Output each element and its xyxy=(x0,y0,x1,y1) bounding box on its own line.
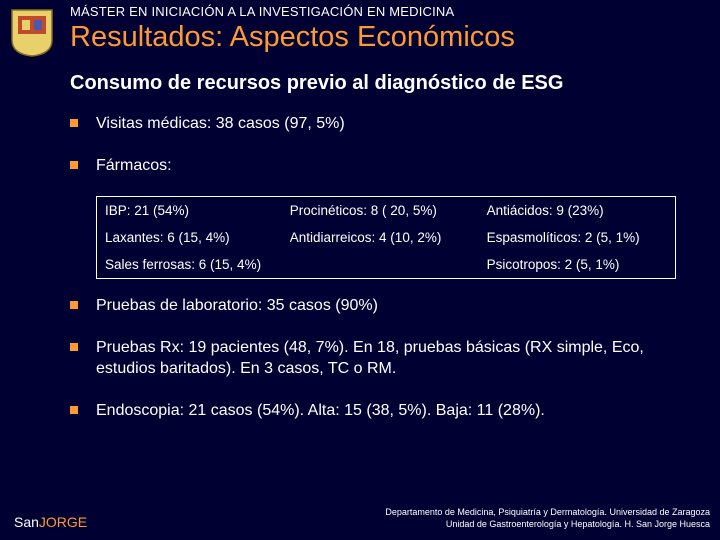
table-row: IBP: 21 (54%) Procinéticos: 8 ( 20, 5%) … xyxy=(97,197,676,225)
slide-title: Resultados: Aspectos Económicos xyxy=(70,21,720,54)
slide-header: MÁSTER EN INICIACIÓN A LA INVESTIGACIÓN … xyxy=(0,0,720,54)
bullet-item: Visitas médicas: 38 casos (97, 5%) xyxy=(70,113,660,135)
slide-content: Consumo de recursos previo al diagnóstic… xyxy=(0,64,720,422)
table-cell: Procinéticos: 8 ( 20, 5%) xyxy=(282,197,479,225)
table-cell: Psicotropos: 2 (5, 1%) xyxy=(479,251,676,279)
table-cell: Laxantes: 6 (15, 4%) xyxy=(97,224,282,251)
slide-supertitle: MÁSTER EN INICIACIÓN A LA INVESTIGACIÓN … xyxy=(70,4,720,19)
table-cell: Espasmolíticos: 2 (5, 1%) xyxy=(479,224,676,251)
university-crest-icon xyxy=(8,6,56,58)
hospital-logo-text: SanJORGE xyxy=(10,514,87,530)
bullet-item: Pruebas Rx: 19 pacientes (48, 7%). En 18… xyxy=(70,337,660,380)
bullet-text: Fármacos: xyxy=(96,157,172,174)
credit-line: Departamento de Medicina, Psiquiatría y … xyxy=(385,506,710,518)
bullet-list: Visitas médicas: 38 casos (97, 5%) Fárma… xyxy=(70,113,660,176)
footer-jorge: JORGE xyxy=(39,514,87,530)
table-cell: IBP: 21 (54%) xyxy=(97,197,282,225)
bullet-list: Pruebas de laboratorio: 35 casos (90%) P… xyxy=(70,295,660,421)
drug-table: IBP: 21 (54%) Procinéticos: 8 ( 20, 5%) … xyxy=(96,196,676,279)
table-row: Sales ferrosas: 6 (15, 4%) Psicotropos: … xyxy=(97,251,676,279)
table-cell: Antidiarreicos: 4 (10, 2%) xyxy=(282,224,479,251)
table-cell: Sales ferrosas: 6 (15, 4%) xyxy=(97,251,282,279)
table-row: Laxantes: 6 (15, 4%) Antidiarreicos: 4 (… xyxy=(97,224,676,251)
bullet-item: Endoscopia: 21 casos (54%). Alta: 15 (38… xyxy=(70,400,660,422)
department-credit: Departamento de Medicina, Psiquiatría y … xyxy=(385,506,710,530)
slide-footer: SanJORGE Departamento de Medicina, Psiqu… xyxy=(0,506,720,530)
section-subtitle: Consumo de recursos previo al diagnóstic… xyxy=(70,72,660,95)
table-cell: Antiácidos: 9 (23%) xyxy=(479,197,676,225)
credit-line: Unidad de Gastroenterología y Hepatologí… xyxy=(385,518,710,530)
footer-san: San xyxy=(14,514,39,530)
table-cell xyxy=(282,251,479,279)
bullet-item: Fármacos: xyxy=(70,155,660,177)
bullet-item: Pruebas de laboratorio: 35 casos (90%) xyxy=(70,295,660,317)
